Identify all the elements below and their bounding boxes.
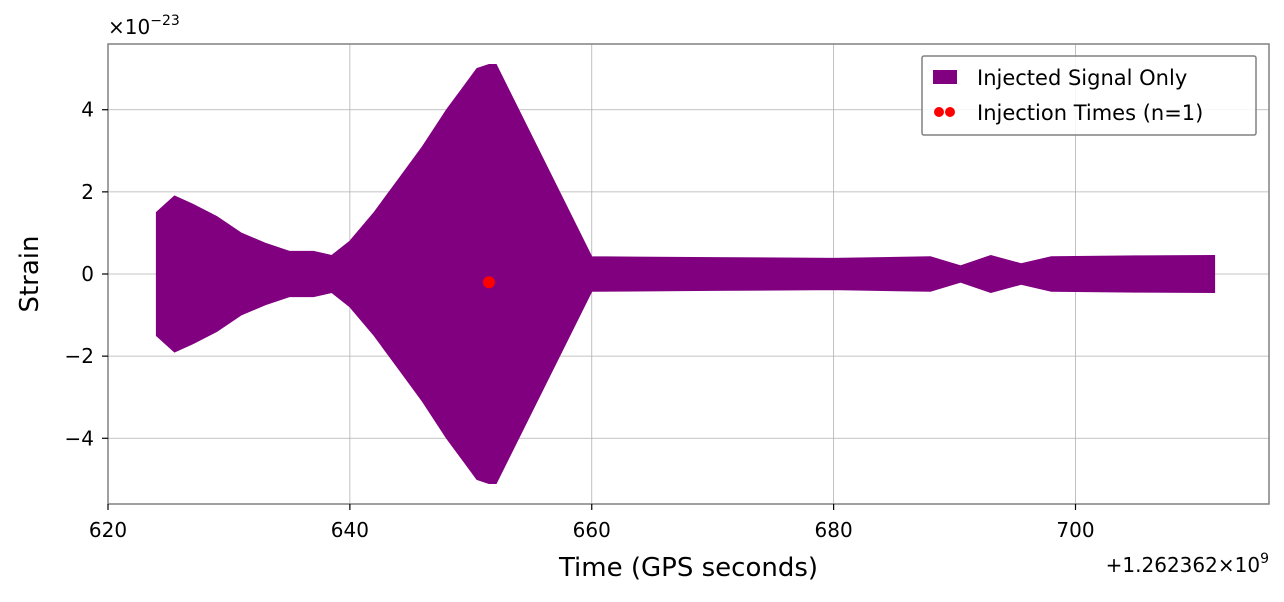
legend-marker-injection	[934, 107, 944, 117]
legend-label-signal: Injected Signal Only	[977, 66, 1187, 90]
y-tick-label: 2	[81, 180, 94, 204]
x-tick-label: 640	[331, 518, 369, 542]
legend-marker-injection	[945, 107, 955, 117]
legend-swatch-signal	[933, 70, 957, 84]
x-tick-label: 660	[573, 518, 611, 542]
y-axis-label: Strain	[15, 235, 45, 312]
x-axis-label: Time (GPS seconds)	[558, 553, 818, 583]
x-tick-label: 620	[89, 518, 127, 542]
y-tick-label: −2	[65, 344, 94, 368]
y-tick-label: 0	[81, 262, 94, 286]
ticks: 620 640 660 680 700 −4 −2 0 2 4	[65, 98, 1095, 542]
y-multiplier-base: ×10	[108, 15, 150, 39]
y-tick-label: 4	[81, 98, 94, 122]
legend-label-injection: Injection Times (n=1)	[977, 101, 1203, 125]
injection-time-marker	[482, 276, 495, 289]
x-tick-label: 680	[815, 518, 853, 542]
y-tick-label: −4	[65, 426, 94, 450]
x-offset-base: +1.262362×10	[1106, 553, 1260, 577]
data-layer	[155, 64, 1216, 484]
legend-box	[921, 55, 1257, 136]
signal-strain-series	[155, 64, 1216, 484]
x-offset-label: +1.262362×109	[1106, 551, 1269, 577]
y-multiplier-exponent: −23	[150, 13, 180, 29]
legend: Injected Signal Only Injection Times (n=…	[921, 55, 1257, 136]
x-tick-label: 700	[1056, 518, 1094, 542]
y-multiplier-label: ×10−23	[108, 13, 180, 39]
x-offset-exponent: 9	[1260, 551, 1269, 567]
